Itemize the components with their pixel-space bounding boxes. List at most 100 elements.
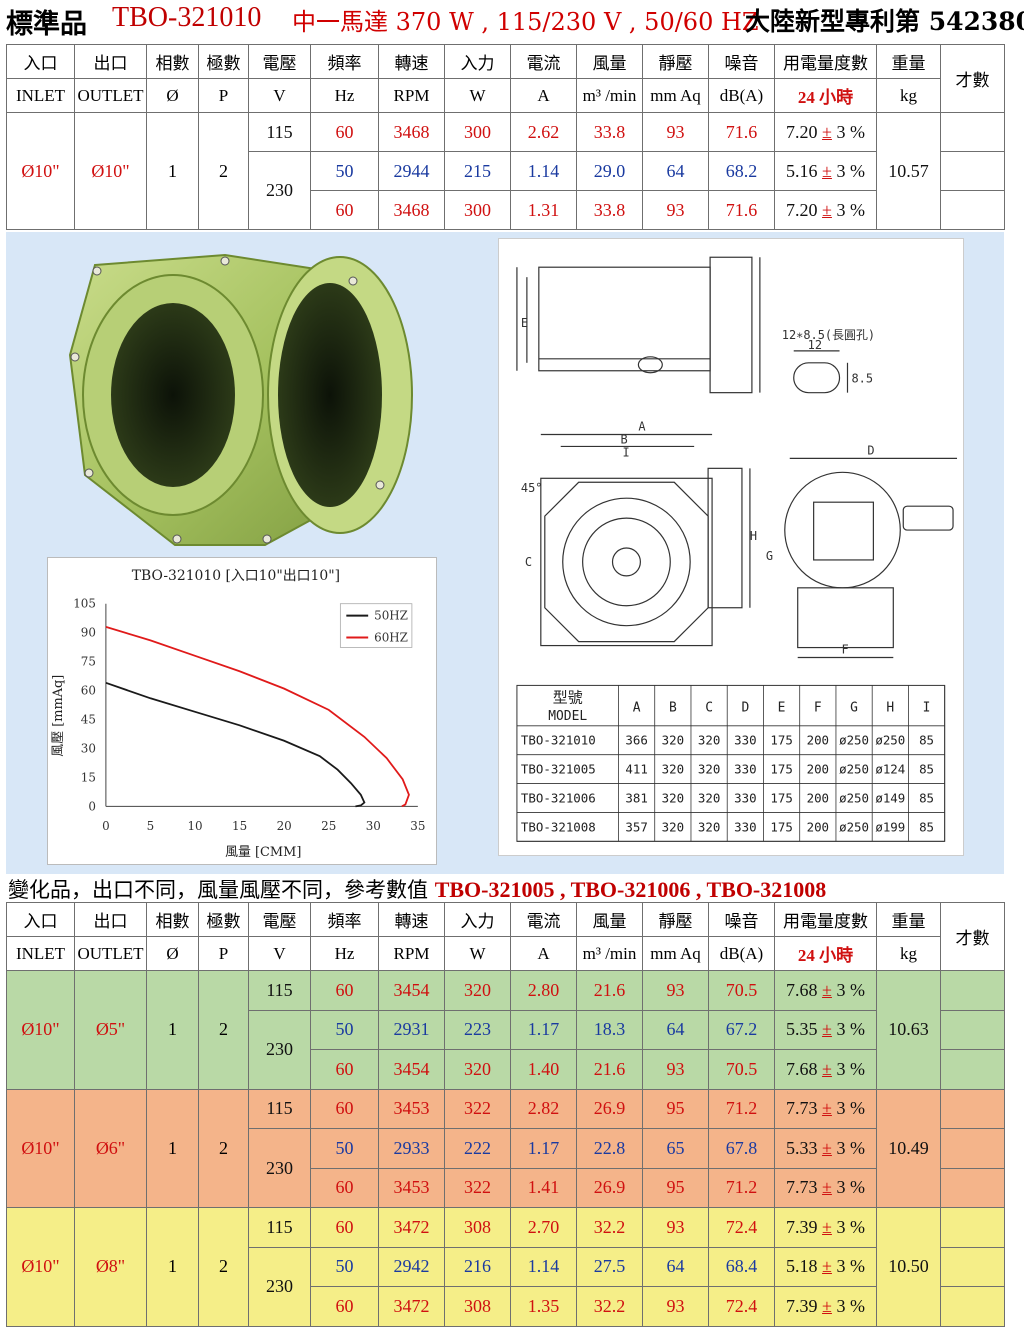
std-a: 1.14 bbox=[510, 151, 577, 191]
var-tolerance: ± bbox=[822, 1058, 832, 1079]
dim-cell: ø149 bbox=[875, 790, 905, 805]
dim-cell: 320 bbox=[698, 819, 720, 834]
var-a: 1.14 bbox=[510, 1246, 577, 1287]
var-weight: 10.63 bbox=[876, 970, 941, 1090]
var-col-header: 重量 bbox=[876, 902, 941, 937]
var-db: 70.5 bbox=[708, 970, 775, 1011]
var-a: 1.35 bbox=[510, 1286, 577, 1327]
var-kwh-value: 7.68 bbox=[786, 979, 818, 1000]
var-inlet: Ø10" bbox=[6, 1088, 75, 1208]
var-w: 322 bbox=[444, 1088, 511, 1129]
std-kwh-value: 7.20 bbox=[786, 121, 818, 142]
std-tolerance-pct: 3 % bbox=[836, 121, 865, 142]
var-daily-kwh: 5.18 ± 3 % bbox=[774, 1246, 877, 1287]
motor-spec: 中一馬達 370 W , 115/230 V , 50/60 HZ bbox=[292, 8, 759, 36]
legend-box bbox=[339, 603, 413, 648]
std-col-unit: RPM bbox=[378, 78, 445, 113]
std-col-unit: W bbox=[444, 78, 511, 113]
var-tolerance-pct: 3 % bbox=[836, 1137, 865, 1158]
dim-cell: 200 bbox=[807, 762, 829, 777]
var-col-unit: V bbox=[248, 936, 311, 971]
var-col-unit: mm Aq bbox=[642, 936, 709, 971]
var-row: Ø10" Ø6" 1 2 115 60 3453 322 2.82 26.9 95 71.2 7.73 … bbox=[6, 1088, 1005, 1208]
var-db: 71.2 bbox=[708, 1088, 775, 1129]
var-poles: 2 bbox=[198, 970, 249, 1090]
chart-y-tick: 15 bbox=[81, 770, 96, 784]
var-outlet: Ø5" bbox=[74, 970, 147, 1090]
dim-cell: 85 bbox=[919, 733, 934, 748]
std-col-unit: m³ /min bbox=[576, 78, 643, 113]
var-rpm: 2931 bbox=[378, 1009, 445, 1050]
std-hz: 60 bbox=[310, 190, 379, 230]
dim-col-header: E bbox=[778, 700, 786, 715]
var-rpm: 3453 bbox=[378, 1088, 445, 1129]
dim-cell: 175 bbox=[770, 790, 792, 805]
std-col-header: 入力 bbox=[444, 44, 511, 79]
var-db: 71.2 bbox=[708, 1167, 775, 1208]
var-col-unit: m³ /min bbox=[576, 936, 643, 971]
var-voltage: 230 bbox=[248, 1009, 311, 1090]
var-kwh-value: 5.18 bbox=[786, 1256, 818, 1277]
std-col-unit: P bbox=[198, 78, 249, 113]
std-hz: 50 bbox=[310, 151, 379, 191]
var-a: 1.17 bbox=[510, 1009, 577, 1050]
var-kwh-value: 5.35 bbox=[786, 1019, 818, 1040]
var-hz: 60 bbox=[310, 1207, 379, 1248]
std-row: Ø10" Ø10" 1 2 115 60 3468 300 2.62 33.8 93 71.6 7.20… bbox=[6, 112, 1005, 230]
dim-cell: 330 bbox=[734, 762, 756, 777]
dim-label-B: B bbox=[620, 432, 627, 446]
var-tolerance: ± bbox=[822, 1137, 832, 1158]
dim-cell: 175 bbox=[770, 733, 792, 748]
var-flow: 32.2 bbox=[576, 1207, 643, 1248]
dim-row-model: TBO-321006 bbox=[521, 790, 596, 805]
dim-cell: ø250 bbox=[839, 819, 869, 834]
std-daily-kwh: 7.20 ± 3 % bbox=[774, 112, 877, 152]
var-hz: 60 bbox=[310, 970, 379, 1011]
std-col-header: 用電量度數 bbox=[774, 44, 877, 79]
var-tolerance: ± bbox=[822, 1019, 832, 1040]
chart-x-tick: 10 bbox=[187, 819, 202, 833]
dim-cell: 200 bbox=[807, 790, 829, 805]
var-col-unit: 24 小時 bbox=[774, 936, 877, 971]
slot-width: 12 bbox=[808, 338, 822, 352]
std-flow: 33.8 bbox=[576, 112, 643, 152]
var-rpm: 2933 bbox=[378, 1128, 445, 1169]
var-rpm: 3472 bbox=[378, 1286, 445, 1327]
dim-cell: 85 bbox=[919, 762, 934, 777]
var-sp: 93 bbox=[642, 1286, 709, 1327]
std-kwh-value: 5.16 bbox=[786, 160, 818, 181]
var-db: 67.8 bbox=[708, 1128, 775, 1169]
var-weight: 10.49 bbox=[876, 1088, 941, 1208]
var-col-unit: A bbox=[510, 936, 577, 971]
legend-label: 60HZ bbox=[374, 630, 408, 644]
var-db: 68.4 bbox=[708, 1246, 775, 1287]
variant-title-text: 變化品，出口不同，風量風壓不同，參考數值 bbox=[8, 878, 428, 902]
var-tolerance-pct: 3 % bbox=[836, 1216, 865, 1237]
chart-series-50hz bbox=[105, 681, 366, 808]
std-col-header: 靜壓 bbox=[642, 44, 709, 79]
var-tolerance-pct: 3 % bbox=[836, 1295, 865, 1316]
std-db: 71.6 bbox=[708, 190, 775, 230]
std-db: 71.6 bbox=[708, 112, 775, 152]
dim-label-C: C bbox=[525, 555, 532, 569]
var-col-header: 噪音 bbox=[708, 902, 775, 937]
var-a: 2.80 bbox=[510, 970, 577, 1011]
dim-label-E: E bbox=[521, 316, 528, 330]
var-col-header: 相數 bbox=[146, 902, 199, 937]
std-cubic bbox=[940, 151, 1005, 191]
var-cubic bbox=[940, 1167, 1005, 1208]
std-kwh-value: 7.20 bbox=[786, 199, 818, 220]
var-flow: 18.3 bbox=[576, 1009, 643, 1050]
std-tolerance: ± bbox=[822, 160, 832, 181]
var-cubic bbox=[940, 970, 1005, 1011]
dim-cell: 175 bbox=[770, 819, 792, 834]
chart-series-60hz bbox=[105, 626, 410, 808]
chart-xlabel: 風量 [CMM] bbox=[225, 845, 301, 860]
slot-height: 8.5 bbox=[851, 372, 873, 386]
var-hz: 50 bbox=[310, 1128, 379, 1169]
chart-title: TBO-321010 [入口10"出口10"] bbox=[132, 568, 340, 584]
var-hz: 60 bbox=[310, 1049, 379, 1090]
std-hz: 60 bbox=[310, 112, 379, 152]
var-w: 216 bbox=[444, 1246, 511, 1287]
